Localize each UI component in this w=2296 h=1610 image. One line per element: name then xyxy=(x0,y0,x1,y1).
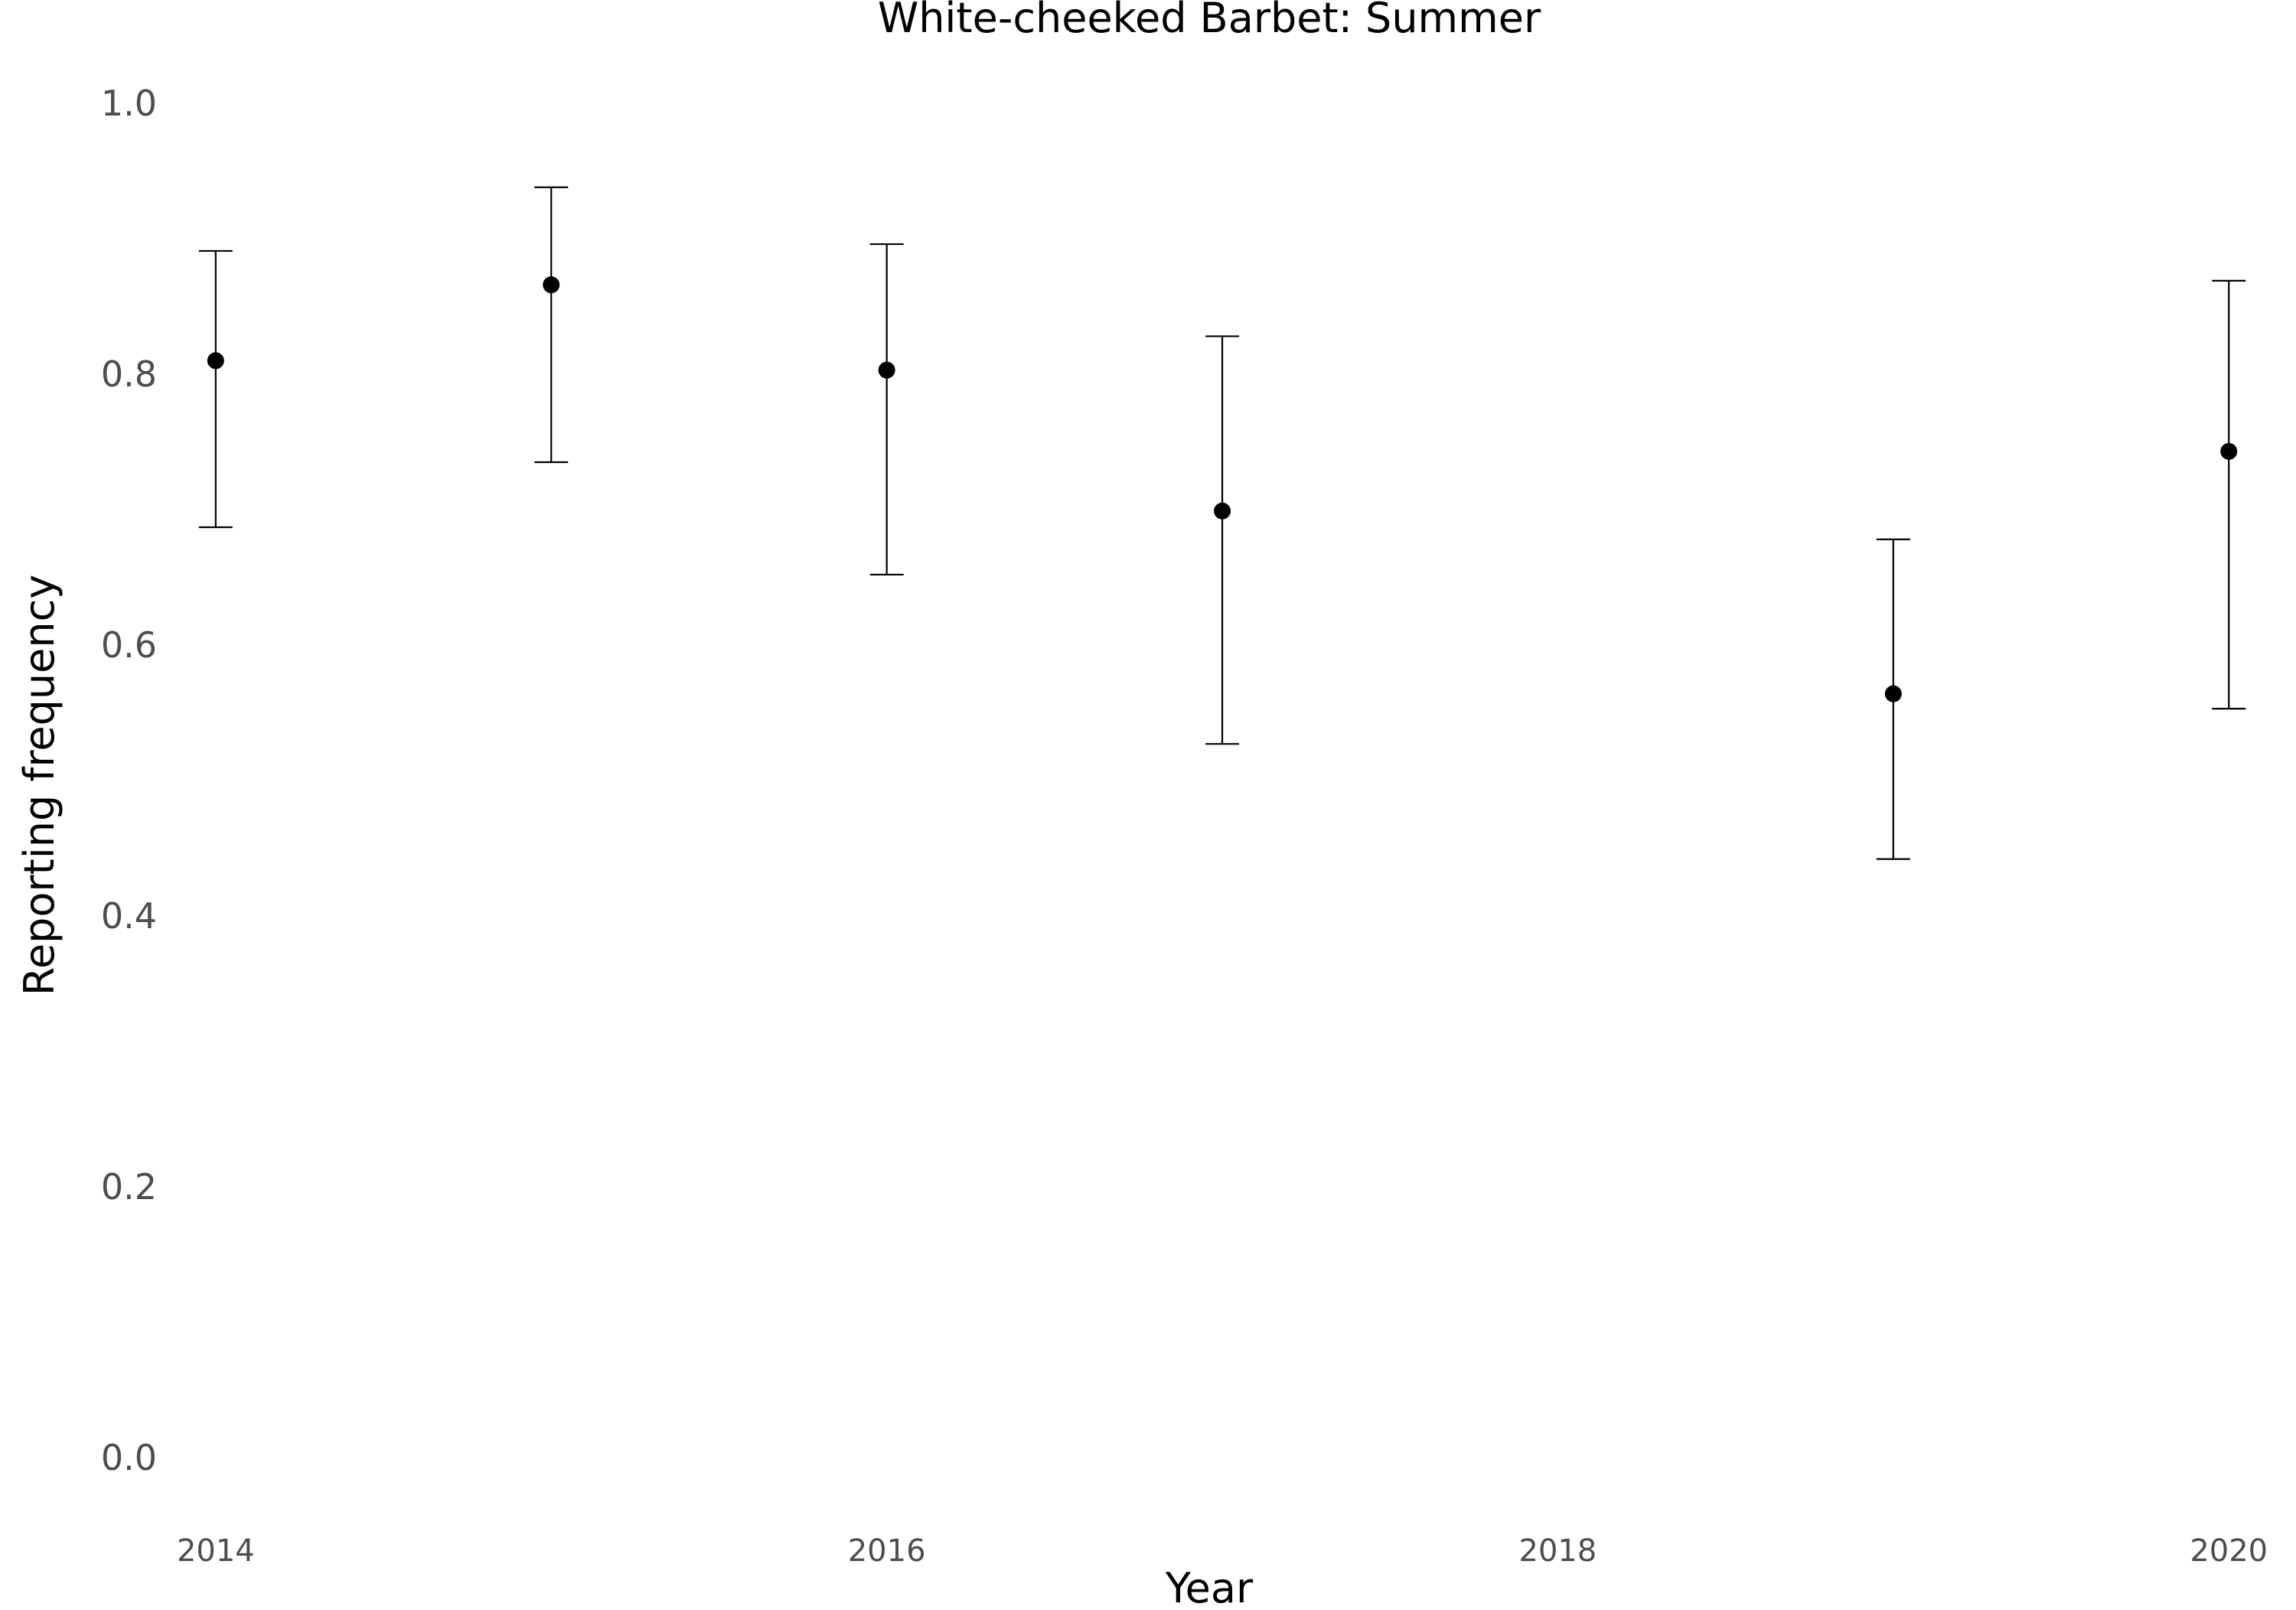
x-tick-label: 2018 xyxy=(1519,1533,1597,1569)
data-point xyxy=(1214,502,1231,520)
data-point-group xyxy=(1876,538,1910,860)
x-axis-ticks: 2014 2016 2018 2020 xyxy=(177,1533,2268,1569)
y-tick-label: 0.4 xyxy=(101,895,157,937)
x-tick-label: 2020 xyxy=(2190,1533,2268,1569)
y-tick-label: 0.8 xyxy=(101,354,157,395)
data-point xyxy=(878,361,895,379)
data-point-group xyxy=(869,243,904,576)
data-point xyxy=(207,352,224,370)
data-marks xyxy=(198,186,2246,860)
y-tick-label: 1.0 xyxy=(101,83,157,124)
data-point-group xyxy=(1205,335,1240,745)
data-point xyxy=(543,276,560,294)
data-point xyxy=(1884,685,1902,702)
y-axis-ticks: 0.0 0.2 0.4 0.6 0.8 1.0 xyxy=(101,83,157,1478)
y-tick-label: 0.6 xyxy=(101,624,157,666)
y-tick-label: 0.2 xyxy=(101,1166,157,1208)
data-point-group xyxy=(2212,279,2246,710)
data-point-group xyxy=(198,249,233,529)
data-point xyxy=(2220,442,2238,460)
x-tick-label: 2014 xyxy=(177,1533,255,1569)
y-axis-title: Reporting frequency xyxy=(15,575,64,996)
chart-title: White-cheeked Barbet: Summer xyxy=(878,0,1541,42)
x-tick-label: 2016 xyxy=(848,1533,926,1569)
y-tick-label: 0.0 xyxy=(101,1437,157,1478)
x-axis-title: Year xyxy=(1165,1564,1254,1607)
data-point-group xyxy=(534,186,569,464)
